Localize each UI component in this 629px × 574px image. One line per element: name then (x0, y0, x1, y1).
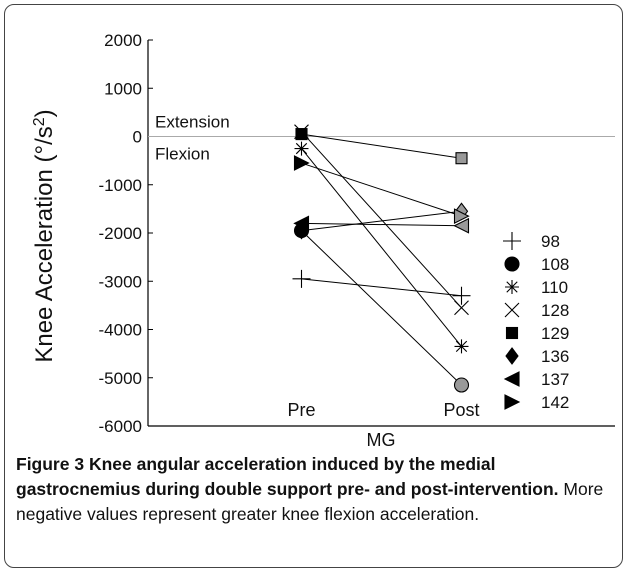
data-point (453, 208, 470, 225)
legend-marker (504, 256, 520, 272)
legend-marker (504, 394, 521, 410)
y-label-sup: 2 (31, 117, 48, 126)
y-axis-label: Knee Acceleration (°/s2) (31, 109, 59, 362)
chart: Knee Acceleration (°/s2) MG -6000 -5000 -4… (31, 31, 615, 450)
y-tick-label: -2000 (99, 224, 142, 243)
series-line (301, 133, 462, 159)
data-point (455, 152, 468, 165)
caption-label: Figure 3 (16, 454, 85, 474)
legend-marker (503, 232, 521, 250)
legend-label: 128 (541, 301, 569, 320)
annotation: Flexion (155, 145, 210, 164)
data-point (454, 300, 469, 316)
data-point (454, 339, 469, 354)
legend-marker (505, 280, 519, 294)
data-point (453, 217, 470, 234)
data-point (293, 155, 310, 171)
figure-frame (4, 4, 623, 568)
data-point (294, 141, 309, 156)
legend-marker (505, 326, 519, 340)
y-tick-label: -3000 (99, 272, 142, 291)
y-tick-label: -6000 (99, 417, 142, 436)
legend-label: 108 (541, 255, 569, 274)
legend-marker (505, 347, 519, 365)
y-tick-label: 1000 (104, 79, 142, 98)
data-point (292, 269, 311, 288)
x-axis-label: MG (367, 430, 396, 450)
caption: Figure 3 Knee angular acceleration induc… (16, 452, 614, 527)
caption-text: More negative values represent greater k… (16, 479, 604, 524)
y-label-end: ) (31, 109, 58, 117)
legend-label: 110 (541, 278, 568, 297)
series-line (301, 148, 462, 347)
caption-title: Knee angular acceleration induced by the… (16, 454, 559, 499)
series-line (301, 210, 462, 232)
legend-marker (504, 302, 520, 318)
series-line (301, 222, 462, 227)
series-line (301, 278, 462, 297)
data-point (295, 128, 308, 141)
series-line (301, 162, 462, 217)
legend-label: 98 (541, 232, 560, 251)
series-line (301, 131, 462, 309)
legend-label: 142 (541, 393, 569, 412)
y-tick-label: -1000 (99, 176, 142, 195)
legend-marker (503, 371, 520, 387)
data-point (293, 215, 310, 232)
category-label: Pre (287, 400, 315, 420)
data-point (452, 286, 471, 305)
data-point (453, 377, 470, 393)
y-tick-label: -5000 (99, 369, 142, 388)
category-label: Post (443, 400, 479, 420)
y-tick-label: -4000 (99, 321, 142, 340)
legend-label: 137 (541, 370, 569, 389)
annotation: Extension (155, 113, 230, 132)
legend-label: 136 (541, 347, 569, 366)
series-line (301, 230, 462, 386)
legend-label: 129 (541, 324, 569, 343)
y-tick-label: 0 (133, 128, 142, 147)
y-tick-label: 2000 (104, 31, 142, 50)
y-label-text: Knee Acceleration (°/s (31, 126, 58, 362)
